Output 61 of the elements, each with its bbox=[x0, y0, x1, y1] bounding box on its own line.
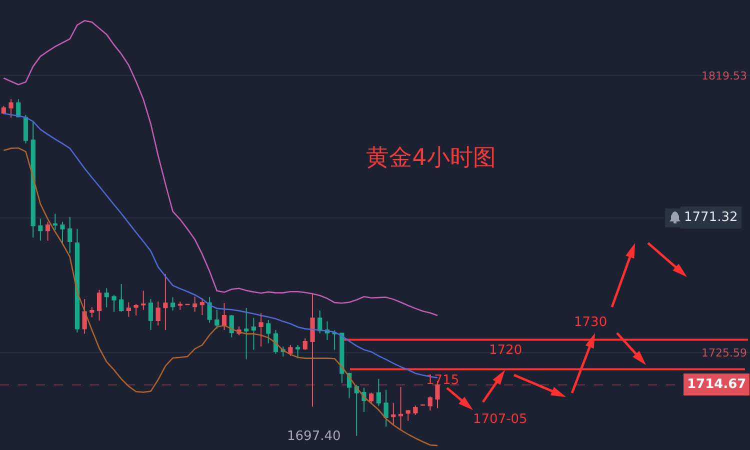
ref-line-label: 1771.32 bbox=[684, 210, 738, 225]
candlestick bbox=[192, 296, 198, 312]
ref-line-label: 1714.67 bbox=[687, 377, 746, 392]
candlestick bbox=[413, 404, 418, 416]
candlestick bbox=[200, 298, 205, 316]
candlestick bbox=[214, 309, 220, 330]
candlestick bbox=[104, 288, 109, 308]
candlestick bbox=[112, 294, 116, 312]
candlestick bbox=[156, 301, 160, 326]
y-tick-label: 1725.59 bbox=[702, 346, 747, 360]
candlestick bbox=[90, 306, 94, 318]
candlestick bbox=[384, 389, 388, 428]
candlestick bbox=[376, 378, 381, 406]
candlestick bbox=[134, 304, 138, 316]
candlestick bbox=[45, 221, 50, 242]
candlestick bbox=[229, 314, 234, 338]
candlestick bbox=[354, 384, 359, 436]
candlestick bbox=[141, 290, 146, 310]
candlestick bbox=[126, 302, 131, 318]
candlestick bbox=[310, 294, 315, 408]
candlestick bbox=[332, 330, 337, 350]
candlestick bbox=[207, 296, 212, 324]
candlestick bbox=[406, 409, 410, 422]
ref-line-label: 1720 bbox=[489, 343, 522, 358]
candlestick bbox=[222, 302, 227, 330]
y-tick-label: 1819.53 bbox=[702, 70, 747, 83]
candlestick bbox=[295, 344, 300, 359]
candlestick bbox=[398, 386, 404, 430]
candlestick bbox=[266, 319, 271, 344]
candlestick bbox=[1, 105, 6, 115]
candlestick bbox=[258, 312, 264, 347]
candlestick bbox=[60, 221, 65, 245]
candlestick bbox=[52, 213, 58, 231]
candlestick bbox=[340, 332, 344, 384]
candlestick bbox=[251, 317, 256, 350]
candlestick bbox=[288, 344, 293, 356]
candlestick bbox=[8, 98, 14, 118]
candlestick bbox=[74, 228, 80, 333]
candlestick bbox=[16, 98, 21, 118]
candlestick bbox=[163, 273, 168, 330]
candlestick bbox=[119, 283, 124, 312]
candlestick bbox=[68, 216, 72, 254]
ref-line-label: 1730 bbox=[574, 315, 608, 330]
candlestick bbox=[148, 298, 154, 330]
candlestick bbox=[96, 289, 102, 322]
candlestick bbox=[318, 310, 322, 334]
annotation: 1707-05 bbox=[473, 412, 528, 427]
candlestick bbox=[302, 338, 308, 350]
candlestick bbox=[170, 296, 176, 312]
candlestick bbox=[428, 396, 432, 411]
text: 黄金4小时图 bbox=[366, 145, 496, 172]
candlestick bbox=[369, 392, 374, 404]
candlestick bbox=[82, 298, 87, 334]
candlestick bbox=[38, 218, 43, 242]
candlestick bbox=[178, 301, 182, 310]
annotation: 1715 bbox=[426, 373, 460, 388]
candlestick bbox=[23, 114, 28, 144]
candlestick bbox=[30, 120, 36, 238]
annotation: 1697.40 bbox=[287, 429, 341, 444]
candlestick bbox=[244, 307, 249, 360]
candlestick bbox=[391, 402, 396, 426]
